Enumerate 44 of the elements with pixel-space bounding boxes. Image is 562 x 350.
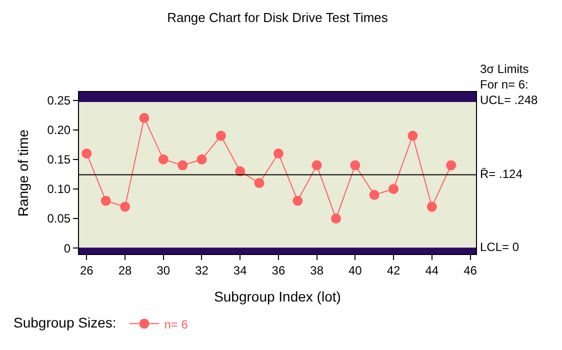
x-tick-label: 46	[464, 263, 478, 278]
point	[216, 130, 226, 141]
x-tick-label: 34	[233, 263, 248, 278]
y-tick-label: 0.20	[47, 123, 71, 138]
point	[82, 148, 92, 158]
point	[273, 148, 284, 158]
point	[120, 202, 130, 212]
point	[369, 190, 380, 200]
x-tick-label: 32	[195, 263, 209, 278]
ref-line-label: R̄= .124	[480, 167, 523, 181]
point	[426, 202, 437, 212]
x-tick-label: 42	[386, 263, 401, 278]
point	[139, 113, 150, 124]
point	[408, 130, 418, 141]
point	[178, 160, 188, 170]
y-tick-label: 0.05	[47, 212, 71, 226]
ref-line-label: LCL= 0	[480, 240, 520, 254]
point	[388, 184, 399, 194]
point	[158, 154, 168, 164]
x-tick-label: 44	[425, 263, 439, 278]
y-tick-label: 0.10	[47, 182, 71, 196]
y-tick-label: 0.25	[47, 93, 71, 108]
y-tick-label: 0	[64, 241, 71, 256]
point	[331, 214, 341, 224]
point	[254, 178, 264, 188]
x-tick-label: 36	[272, 263, 286, 278]
legend-label: n= 6	[164, 317, 188, 332]
ref-line-label: 3σ Limits For n= 6: UCL= .248	[480, 62, 538, 108]
point	[196, 154, 207, 164]
x-tick-label: 40	[348, 263, 362, 278]
point	[100, 196, 111, 206]
legend-title: Subgroup Sizes:	[14, 314, 116, 330]
y-axis-title: Range of time	[14, 129, 31, 217]
x-axis-title: Subgroup Index (lot)	[214, 288, 341, 305]
x-tick-label: 30	[156, 263, 170, 278]
point	[292, 196, 303, 206]
x-tick-label: 38	[310, 263, 324, 278]
point	[446, 160, 456, 170]
x-tick-label: 28	[118, 263, 132, 278]
point	[312, 160, 322, 170]
chart-title: Range Chart for Disk Drive Test Times	[167, 10, 388, 26]
point	[350, 160, 360, 170]
y-tick-label: 0.15	[47, 152, 71, 167]
x-tick-label: 26	[80, 263, 94, 278]
